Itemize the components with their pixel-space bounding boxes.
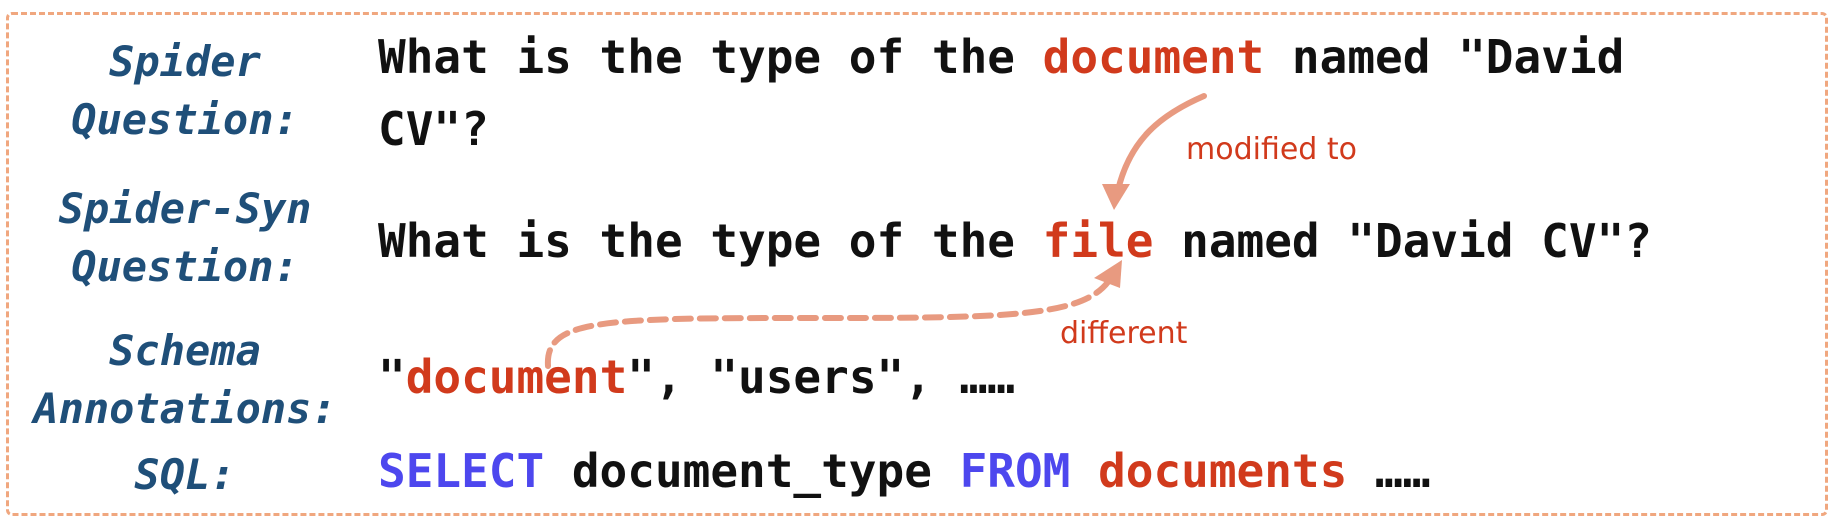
sql-column: document_type	[544, 444, 960, 498]
sql-keyword-select: SELECT	[378, 444, 545, 498]
schema-rest: ", "users", ……	[627, 350, 1015, 404]
label-spider-syn-question: Spider-Syn Question:	[0, 180, 370, 296]
sql-table: documents	[1070, 444, 1348, 498]
label-sql-text: SQL:	[134, 450, 236, 499]
sql-keyword-from: FROM	[959, 444, 1071, 498]
label-sql: SQL:	[0, 446, 370, 504]
annotation-different: different	[1060, 316, 1188, 351]
syn-question-prefix: What is the type of the	[378, 214, 1043, 268]
schema-annotations: "document", "users", ……	[378, 344, 1015, 410]
modified-to-arrowhead	[1102, 184, 1130, 210]
sql-query: SELECT document_type FROM documents ……	[378, 438, 1430, 504]
label-schema-line2: Annotations:	[33, 384, 337, 433]
different-arrowhead	[1094, 260, 1122, 288]
spider-question-prefix: What is the type of the	[378, 30, 1043, 84]
annotation-modified-to: modified to	[1186, 132, 1358, 167]
label-spider-line2: Question:	[71, 95, 299, 144]
sql-ellipsis: ……	[1347, 444, 1431, 498]
label-spider-line1: Spider	[109, 37, 261, 86]
syn-question-highlight: file	[1042, 214, 1154, 268]
label-syn-line2: Question:	[71, 242, 299, 291]
diagram-frame	[6, 12, 1828, 516]
label-syn-line1: Spider-Syn	[58, 184, 312, 233]
spider-question-line2: CV"?	[378, 102, 489, 156]
spider-question-suffix: named "David	[1264, 30, 1625, 84]
spider-question-line1: What is the type of the document named "…	[378, 24, 1624, 90]
syn-question: What is the type of the file named "Davi…	[378, 208, 1652, 274]
syn-question-suffix: named "David CV"?	[1153, 214, 1652, 268]
different-arrow	[544, 279, 1111, 369]
spider-question-highlight: document	[1042, 30, 1265, 84]
schema-quote-open: "	[378, 350, 406, 404]
label-schema-line1: Schema	[109, 326, 261, 375]
modified-to-arrow	[1115, 93, 1207, 193]
label-spider-question: Spider Question:	[0, 33, 370, 149]
label-schema-annotations: Schema Annotations:	[0, 322, 370, 438]
schema-highlight: document	[405, 350, 628, 404]
